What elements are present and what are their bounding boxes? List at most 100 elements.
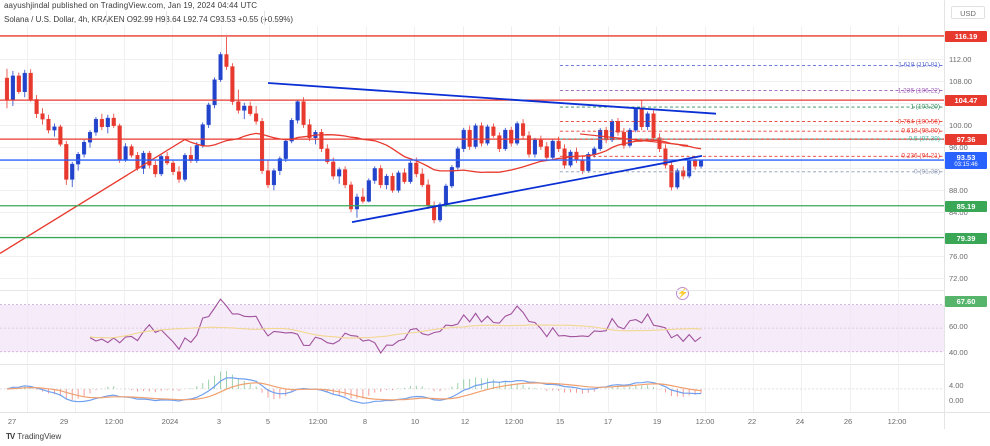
gridline-vertical xyxy=(656,365,657,412)
time-axis-tick: 26 xyxy=(843,417,853,426)
price-badge-last-price[interactable]: 93.53 03:15:46 xyxy=(945,152,987,170)
gridline-vertical xyxy=(414,365,415,412)
attribution-text: aayushjindal published on TradingView.co… xyxy=(4,1,258,10)
price-pane[interactable] xyxy=(0,26,944,289)
gridline-vertical xyxy=(753,26,754,289)
legend-divider xyxy=(264,11,265,25)
pane-separator xyxy=(0,363,944,365)
price-axis-tick: 88.00 xyxy=(949,186,968,196)
time-axis-tick: 15 xyxy=(555,417,565,426)
gridline-vertical xyxy=(801,26,802,289)
macd-pane[interactable] xyxy=(0,365,944,412)
gridline-vertical xyxy=(269,365,270,412)
gridline-vertical xyxy=(124,365,125,412)
gridline-vertical xyxy=(801,365,802,412)
fibonacci-level-label: 0.618 (98.80) xyxy=(901,127,940,135)
price-badge-resistance[interactable]: 116.19 xyxy=(945,30,987,42)
gridline-vertical xyxy=(656,26,657,289)
fibonacci-level-label: 1.618 (110.81) xyxy=(898,61,940,69)
gridline-vertical xyxy=(366,26,367,289)
price-badge-rsi-value[interactable]: 67.60 xyxy=(945,296,987,307)
price-axis-tick: 112.00 xyxy=(949,54,972,64)
gridline-vertical xyxy=(850,365,851,412)
gridline-vertical xyxy=(414,26,415,289)
rsi-axis-tick: 40.00 xyxy=(949,348,968,357)
price-badge-value: 104.47 xyxy=(954,96,978,106)
gridline-vertical xyxy=(269,26,270,289)
rsi-plot xyxy=(0,298,944,354)
tradingview-wordmark: TradingView xyxy=(17,432,62,441)
time-axis-tick: 12:00 xyxy=(887,417,907,426)
price-badge-value: 67.60 xyxy=(956,297,976,306)
time-axis-tick: 17 xyxy=(603,417,613,426)
gridline-horizontal xyxy=(0,256,944,257)
axis-corner-divider xyxy=(944,413,945,429)
price-badge-value: 116.19 xyxy=(954,31,978,41)
rsi-pane[interactable]: ⚡ xyxy=(0,287,944,363)
price-axis-tick: 96.00 xyxy=(949,142,968,152)
gridline-vertical xyxy=(705,365,706,412)
gridline-vertical xyxy=(317,365,318,412)
gridline-vertical xyxy=(75,365,76,412)
price-badge-countdown: 03:15:46 xyxy=(954,162,978,169)
time-axis-tick: 3 xyxy=(216,417,222,426)
gridline-vertical xyxy=(366,365,367,412)
gridline-vertical xyxy=(559,26,560,289)
gridline-vertical xyxy=(898,365,899,412)
time-axis-tick: 5 xyxy=(265,417,271,426)
gridline-horizontal xyxy=(0,147,944,148)
price-badge-value: 93.53 xyxy=(956,153,976,163)
gridline-horizontal xyxy=(0,212,944,213)
price-axis[interactable]: USD 112.00 108.00 100.00 96.00 88.00 84.00 76.… xyxy=(944,0,990,412)
price-badge-support[interactable]: 79.39 xyxy=(945,232,987,244)
price-badge-value: 79.39 xyxy=(956,233,976,243)
gridline-vertical xyxy=(75,26,76,289)
gridline-vertical xyxy=(27,26,28,289)
time-axis-tick: 12:00 xyxy=(308,417,328,426)
gridline-horizontal xyxy=(0,190,944,191)
fibonacci-level-label: 1.236 (106.22) xyxy=(897,87,940,95)
price-axis-tick: 72.00 xyxy=(949,274,968,284)
gridline-vertical xyxy=(463,26,464,289)
gridline-vertical xyxy=(27,365,28,412)
time-axis-tick: 27 xyxy=(7,417,17,426)
gridline-horizontal xyxy=(0,168,944,169)
gridline-vertical xyxy=(221,26,222,289)
legend-divider xyxy=(166,11,167,25)
time-axis-tick: 12 xyxy=(460,417,470,426)
time-axis-tick: 10 xyxy=(410,417,420,426)
price-badge-ma[interactable]: 97.36 xyxy=(945,134,987,146)
gridline-horizontal xyxy=(0,234,944,235)
gridline-vertical xyxy=(221,365,222,412)
gridline-vertical xyxy=(559,365,560,412)
price-axis-tick: 76.00 xyxy=(949,252,968,262)
price-badge-value: 85.19 xyxy=(956,201,976,211)
price-axis-tick: 84.00 xyxy=(949,208,968,218)
gridline-vertical xyxy=(172,365,173,412)
gridline-horizontal xyxy=(0,103,944,104)
time-axis[interactable]: 27 29 12:00 2024 3 5 12:00 8 10 12 12:00 15 17 19 12:0… xyxy=(0,412,990,429)
time-axis-tick: 12:00 xyxy=(104,417,124,426)
price-plot xyxy=(0,35,944,254)
symbol-legend: Solana / U.S. Dollar, 4h, KRAKEN O92.99 … xyxy=(4,15,294,24)
price-badge-support[interactable]: 85.19 xyxy=(945,200,987,212)
gridline-vertical xyxy=(753,365,754,412)
footer: TV TradingView xyxy=(0,429,990,446)
gridline-vertical xyxy=(511,26,512,289)
time-axis-tick: 2024 xyxy=(161,417,179,426)
rsi-axis-tick: 60.00 xyxy=(949,322,968,331)
price-badge-resistance[interactable]: 104.47 xyxy=(945,95,987,107)
currency-label: USD xyxy=(951,6,985,19)
time-axis-tick: 22 xyxy=(747,417,757,426)
macd-axis-tick: 0.00 xyxy=(949,396,964,405)
fibonacci-level-label: 0 (91.38) xyxy=(913,168,940,176)
time-axis-tick: 24 xyxy=(795,417,805,426)
rsi-alert-icon[interactable]: ⚡ xyxy=(676,287,689,300)
gridline-vertical xyxy=(608,26,609,289)
time-axis-tick: 19 xyxy=(652,417,662,426)
time-axis-tick: 29 xyxy=(59,417,69,426)
gridline-vertical xyxy=(850,26,851,289)
gridline-vertical xyxy=(172,26,173,289)
tradingview-logo[interactable]: TV TradingView xyxy=(6,432,61,441)
